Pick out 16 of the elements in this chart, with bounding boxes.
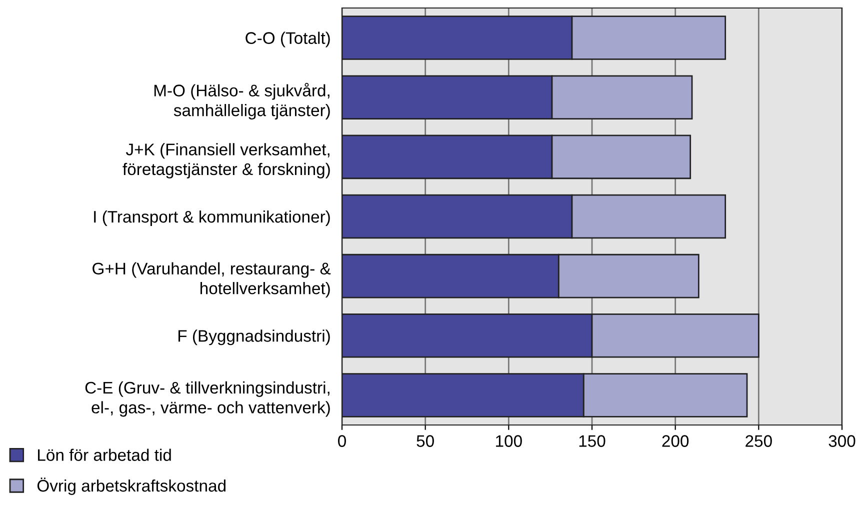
- legend-label: Övrig arbetskraftskostnad: [37, 478, 226, 495]
- x-tick-label: 150: [579, 435, 606, 447]
- x-tick-label: 200: [662, 435, 689, 447]
- y-tick-label: I (Transport & kommunikationer): [94, 210, 330, 226]
- y-tick-label: J+K (Finansiell verksamhet, företagstjänster & forskning): [122, 143, 330, 178]
- x-tick-label: 300: [828, 435, 856, 447]
- x-tick-label: 100: [496, 435, 522, 447]
- x-tick-label: 0: [338, 435, 346, 447]
- y-tick-label: F (Byggnadsindustri): [178, 330, 330, 346]
- y-tick-label: M-O (Hälso- & sjukvård, samhälleliga tjänster): [154, 82, 330, 120]
- legend-label: Lön för arbetad tid: [38, 448, 171, 461]
- y-tick-label: G+H (Varuhandel, restaurang- & hotellverksamhet): [92, 262, 331, 298]
- x-tick-label: 250: [746, 435, 772, 447]
- x-tick-label: 50: [416, 435, 434, 447]
- y-tick-label: C-E (Gruv- & tillverkningsindustri, el-, gas-, värme- och vattenverk): [85, 381, 330, 417]
- y-tick-label: C-O (Totalt): [246, 32, 330, 48]
